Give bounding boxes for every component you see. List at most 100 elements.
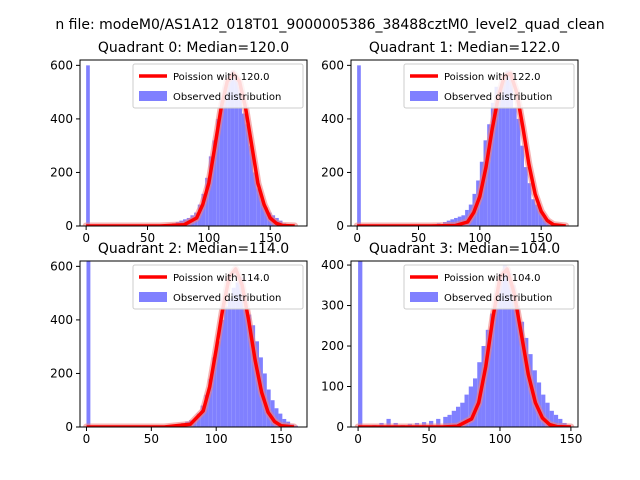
- y-tick-label: 600: [50, 58, 73, 72]
- observed-bar: [549, 410, 554, 427]
- x-tick-label: 50: [411, 231, 426, 245]
- observed-bar: [241, 113, 246, 226]
- y-tick-label: 400: [321, 112, 344, 126]
- y-tick-label: 0: [65, 219, 73, 233]
- observed-bar: [524, 167, 528, 226]
- observed-bar: [231, 287, 236, 427]
- observed-bar: [531, 199, 536, 226]
- observed-bar: [460, 402, 465, 427]
- observed-bar: [86, 65, 90, 226]
- x-tick-label: 0: [353, 231, 361, 245]
- x-tick-label: 100: [197, 231, 220, 245]
- observed-bar: [455, 406, 461, 427]
- legend-box: [403, 63, 575, 109]
- legend-box: [132, 63, 304, 109]
- legend-poisson-label: Poission with 104.0: [444, 273, 540, 284]
- observed-bar: [212, 357, 217, 427]
- observed-bar: [512, 108, 517, 226]
- observed-bar: [464, 394, 469, 427]
- legend-observed-label: Observed distribution: [444, 293, 552, 304]
- observed-bar: [86, 261, 91, 427]
- x-tick-label: 100: [468, 231, 491, 245]
- x-tick-label: 150: [259, 231, 282, 245]
- y-tick-label: 100: [321, 380, 344, 394]
- axes-frame: [350, 260, 579, 428]
- observed-bar: [468, 386, 474, 427]
- observed-bar: [260, 199, 265, 226]
- observed-bar: [235, 282, 240, 427]
- x-tick-label: 150: [270, 432, 293, 446]
- subplot-title: Quadrant 0: Median=120.0: [98, 40, 289, 56]
- y-tick-label: 200: [321, 165, 344, 179]
- observed-bar: [216, 118, 220, 226]
- x-tick-label: 100: [489, 432, 512, 446]
- observed-bar: [490, 102, 495, 226]
- legend-observed-swatch: [410, 91, 438, 101]
- observed-bar: [498, 273, 503, 427]
- legend: Poission with 120.0 Observed distribution: [132, 63, 304, 109]
- y-tick-label: 400: [321, 258, 344, 272]
- observed-bar: [274, 408, 279, 427]
- observed-bar: [227, 76, 231, 226]
- subplot-1: 0 50 100 150 0 200 400 600 Quadrant 1: Median=12…: [321, 40, 579, 245]
- observed-bar: [535, 204, 539, 226]
- observed-bar: [511, 285, 516, 427]
- observed-bar: [253, 172, 257, 226]
- y-tick-label: 200: [50, 366, 73, 380]
- observed-bar: [494, 86, 499, 226]
- observed-bar: [251, 325, 256, 427]
- legend-poisson-label: Poission with 120.0: [173, 72, 269, 83]
- x-tick-label: 50: [421, 432, 436, 446]
- legend-observed-label: Observed distribution: [173, 293, 281, 304]
- subplot-2: 0 50 100 150 0 200 400 600 Quadrant 2: Median=11…: [50, 241, 308, 446]
- observed-bar: [498, 97, 502, 226]
- subplot-title: Quadrant 2: Median=114.0: [98, 241, 289, 257]
- x-tick-label: 150: [530, 231, 553, 245]
- observed-bar: [256, 188, 261, 226]
- observed-bar: [520, 145, 525, 226]
- plot-area: [82, 65, 299, 226]
- observed-bar: [447, 414, 452, 427]
- observed-bar: [509, 76, 513, 226]
- observed-bar: [505, 70, 510, 226]
- legend-observed-label: Observed distribution: [444, 92, 552, 103]
- observed-bar: [443, 416, 448, 427]
- x-tick-label: 0: [354, 432, 362, 446]
- observed-bar: [527, 183, 532, 226]
- legend-poisson-label: Poission with 114.0: [173, 273, 269, 284]
- observed-bar: [208, 378, 213, 427]
- legend-box: [403, 264, 575, 310]
- observed-bar: [278, 413, 283, 427]
- observed-bar: [490, 313, 495, 427]
- legend-poisson-label: Poission with 122.0: [444, 72, 540, 83]
- observed-bar: [515, 305, 520, 427]
- x-tick-label: 100: [205, 432, 228, 446]
- observed-bar: [558, 418, 563, 427]
- legend: Poission with 122.0 Observed distribution: [403, 63, 575, 109]
- x-tick-label: 0: [82, 231, 90, 245]
- observed-bar: [538, 209, 543, 226]
- observed-bar: [239, 277, 244, 427]
- observed-bar: [386, 418, 391, 427]
- observed-bar: [502, 265, 508, 427]
- subplot-title: Quadrant 1: Median=122.0: [369, 40, 560, 56]
- observed-bar: [247, 314, 252, 427]
- observed-bar: [494, 293, 499, 427]
- observed-bar: [487, 124, 491, 226]
- y-tick-label: 0: [336, 420, 344, 434]
- y-tick-label: 200: [50, 165, 73, 179]
- x-tick-label: 50: [144, 432, 159, 446]
- observed-bar: [223, 306, 228, 427]
- observed-bar: [220, 319, 224, 427]
- observed-bar: [507, 273, 512, 427]
- observed-bar: [524, 337, 529, 427]
- observed-bar: [227, 298, 232, 427]
- x-tick-label: 150: [559, 432, 582, 446]
- legend-observed-swatch: [410, 292, 438, 302]
- observed-bar: [541, 394, 546, 427]
- figure-suptitle: n file: modeM0/AS1A12_018T01_9000005386_…: [55, 17, 604, 33]
- y-tick-label: 200: [321, 339, 344, 353]
- y-tick-label: 0: [65, 420, 73, 434]
- observed-bar: [553, 414, 559, 427]
- plot-area: [354, 261, 575, 427]
